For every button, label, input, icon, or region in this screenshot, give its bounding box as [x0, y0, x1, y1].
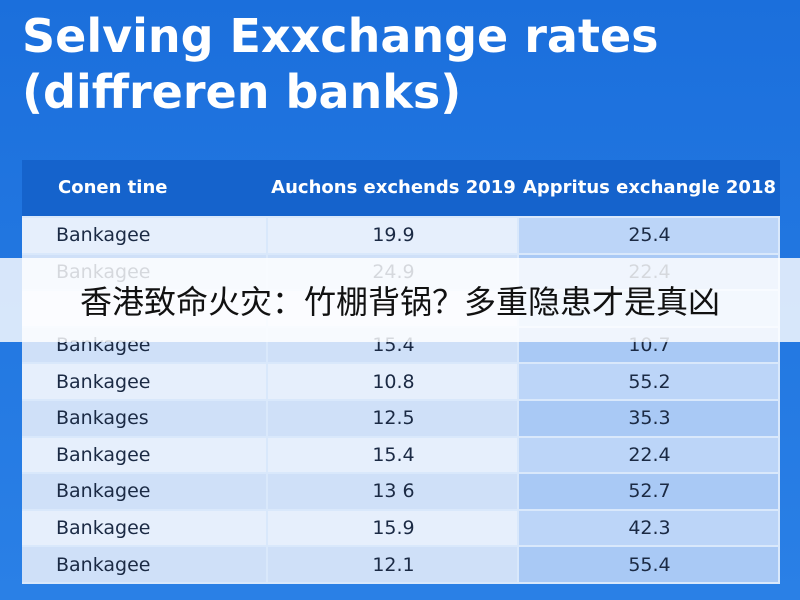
- table-cell: 55.4: [628, 553, 671, 576]
- row-background: [22, 401, 266, 436]
- title-line: (diffreren banks): [22, 65, 462, 119]
- table-cell: 15.9: [372, 517, 415, 540]
- row-background: [268, 510, 517, 546]
- table-header: [22, 160, 780, 216]
- table-cell: 35.3: [628, 407, 671, 430]
- row-background: [268, 218, 517, 253]
- banner: 香港致命火灾：竹棚背锅？多重隐患才是真凶: [0, 258, 800, 342]
- table-cell: 12.1: [372, 553, 415, 576]
- row-background: [519, 547, 778, 582]
- row-background: [268, 364, 517, 399]
- table-cell: 15.4: [372, 443, 415, 466]
- row-background: [519, 437, 778, 473]
- table-cell: Bankagee: [56, 443, 151, 466]
- table-cell: 55.2: [628, 370, 671, 393]
- table-cell: 25.4: [628, 224, 671, 247]
- title: Selving Exxchange rates (diffreren banks…: [22, 8, 659, 120]
- row-background: [519, 218, 778, 253]
- row-background: [519, 364, 778, 399]
- row-background: [268, 401, 517, 436]
- row-background: [268, 547, 517, 582]
- table-cell: Bankagee: [56, 553, 151, 576]
- row-background: [22, 437, 266, 473]
- row-background: [22, 218, 266, 253]
- table-cell: 52.7: [628, 480, 671, 503]
- header-cell: Appritus exchangle 2018: [522, 177, 777, 198]
- header-cell: Conen tine: [58, 177, 168, 198]
- row-background: [268, 437, 517, 473]
- row-background: [519, 474, 778, 509]
- title-line: Selving Exxchange rates: [22, 9, 659, 63]
- table-cell: 10.8: [372, 370, 415, 393]
- table-cell: 12.5: [372, 407, 415, 430]
- row-background: [519, 510, 778, 546]
- row-background: [519, 401, 778, 436]
- table: Conen tine Auchons exchends 2019 Appritus …: [22, 160, 780, 584]
- row-background: [22, 364, 266, 399]
- row-background: [22, 547, 266, 582]
- row-background: [268, 474, 517, 509]
- row-background: [22, 510, 266, 546]
- table-cell: 42.3: [628, 517, 671, 540]
- table-cell: Bankagee: [56, 517, 151, 540]
- table-cell: 13 6: [372, 480, 415, 503]
- table-cell: Bankagee: [56, 224, 151, 247]
- row-background: [22, 474, 266, 509]
- table-cell: Bankagee: [56, 480, 151, 503]
- table-cell: Bankages: [56, 407, 149, 430]
- header-cell: Auchons exchends 2019: [271, 177, 516, 198]
- table-cell: 22.4: [628, 443, 671, 466]
- table-cell: 19.9: [372, 224, 415, 247]
- table-cell: Bankagee: [56, 370, 151, 393]
